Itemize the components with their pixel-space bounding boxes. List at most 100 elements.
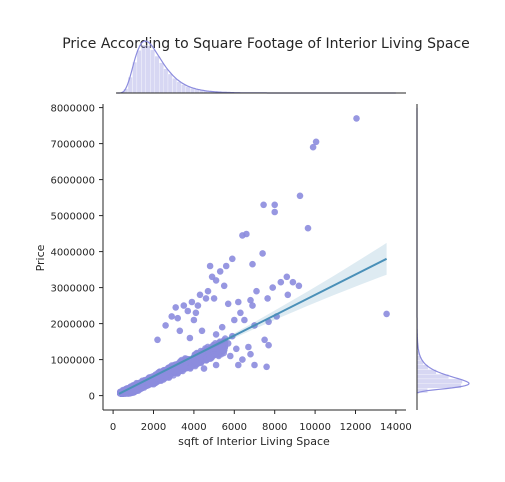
- data-point: [200, 365, 208, 372]
- scatter-points: [154, 115, 390, 372]
- histogram-bar: [145, 45, 151, 94]
- data-point: [172, 304, 179, 311]
- data-point: [154, 336, 161, 344]
- right-marginal-histogram: [416, 331, 463, 394]
- data-point: [260, 201, 267, 209]
- histogram-bar: [185, 86, 191, 94]
- data-point: [233, 345, 240, 353]
- data-point: [263, 363, 270, 371]
- x-tick-label: 10000: [299, 422, 331, 433]
- data-point: [295, 282, 303, 290]
- data-point: [138, 385, 145, 392]
- data-point: [220, 282, 228, 290]
- data-point: [227, 352, 234, 360]
- y-tick-label: 7000000: [50, 140, 95, 151]
- data-point: [283, 273, 291, 281]
- histogram-bar: [163, 68, 169, 94]
- data-point: [284, 291, 292, 299]
- x-tick-label: 14000: [380, 422, 412, 433]
- x-tick-label: 6000: [222, 422, 247, 433]
- data-point: [289, 278, 297, 286]
- data-point: [251, 361, 258, 369]
- data-point: [174, 314, 181, 322]
- x-tick-label: 8000: [262, 422, 287, 433]
- data-point: [194, 302, 202, 309]
- data-point: [192, 358, 199, 366]
- x-axis-label: sqft of Interior Living Space: [178, 435, 330, 448]
- data-point: [229, 255, 236, 263]
- right-marginal-density-curve: [416, 107, 470, 394]
- data-point: [210, 295, 218, 302]
- data-point: [212, 331, 220, 338]
- data-point: [271, 201, 279, 209]
- top-marginal-histogram: [119, 44, 244, 94]
- histogram-bar: [172, 78, 178, 94]
- data-point: [212, 277, 220, 284]
- data-point: [224, 340, 232, 347]
- histogram-bar: [176, 81, 182, 94]
- y-axis-ticks: 0 1000000 2000000 3000000 4000000 5000000 6000…: [50, 104, 103, 403]
- top-marginal-plot: [116, 40, 406, 94]
- data-point: [149, 379, 156, 386]
- histogram-bar: [181, 84, 186, 94]
- data-point: [192, 309, 200, 317]
- data-point: [187, 364, 195, 371]
- data-point: [239, 232, 246, 239]
- data-point: [190, 316, 198, 324]
- y-tick-label: 2000000: [50, 320, 95, 331]
- data-point: [204, 287, 212, 295]
- data-point: [353, 115, 360, 122]
- histogram-bar: [416, 374, 449, 380]
- data-point: [249, 302, 256, 309]
- y-axis-label: Price: [34, 244, 47, 271]
- data-point: [264, 295, 271, 302]
- data-point: [259, 250, 266, 257]
- data-point: [312, 138, 320, 146]
- y-tick-label: 4000000: [50, 248, 95, 259]
- data-point: [271, 208, 279, 216]
- data-point: [296, 192, 304, 200]
- data-point: [218, 323, 226, 331]
- x-tick-label: 0: [110, 422, 116, 433]
- data-point: [188, 298, 196, 306]
- data-point: [176, 327, 184, 335]
- x-tick-label: 4000: [181, 422, 206, 433]
- data-point: [216, 347, 224, 354]
- data-point: [309, 143, 317, 151]
- data-point: [162, 372, 169, 379]
- data-point: [231, 316, 238, 324]
- histogram-bar: [136, 50, 142, 94]
- data-point: [162, 322, 169, 329]
- y-tick-label: 5000000: [50, 212, 95, 223]
- histogram-bar: [159, 62, 164, 94]
- data-point: [224, 300, 232, 308]
- histogram-bar: [167, 73, 173, 94]
- data-point: [206, 262, 214, 270]
- y-tick-label: 6000000: [50, 176, 95, 187]
- y-tick-label: 8000000: [50, 104, 95, 115]
- data-point: [235, 298, 242, 306]
- data-point: [198, 327, 206, 335]
- data-point: [247, 296, 254, 304]
- data-point: [216, 268, 224, 275]
- data-point: [222, 262, 230, 270]
- chart-title: Price According to Square Footage of Int…: [62, 36, 470, 52]
- data-point: [168, 313, 175, 320]
- data-point: [157, 377, 165, 384]
- data-point: [186, 334, 194, 342]
- right-marginal-plot: [416, 104, 470, 410]
- y-tick-label: 1000000: [50, 356, 95, 367]
- data-point: [206, 354, 214, 362]
- x-tick-label: 2000: [141, 422, 166, 433]
- y-tick-label: 0: [89, 392, 95, 403]
- data-point: [261, 336, 268, 344]
- histogram-bar: [154, 55, 160, 94]
- data-point: [241, 316, 248, 324]
- data-point: [176, 368, 183, 375]
- data-point: [383, 310, 390, 318]
- data-point: [196, 291, 204, 299]
- data-point: [245, 343, 252, 351]
- x-tick-label: 12000: [340, 422, 372, 433]
- data-point: [180, 302, 188, 309]
